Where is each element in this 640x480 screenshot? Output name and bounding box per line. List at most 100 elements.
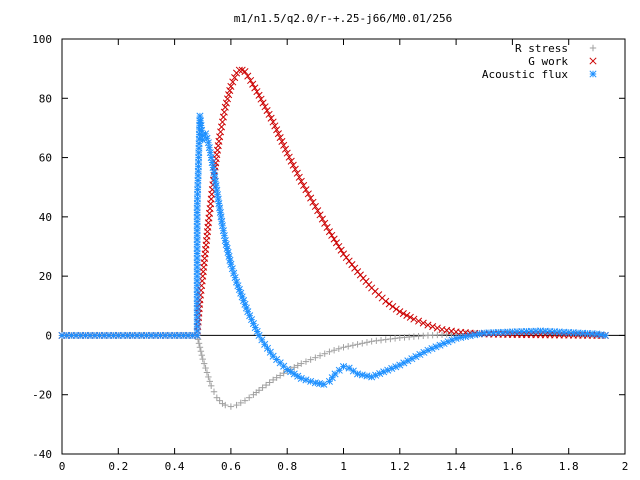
y-tick-label: 80 bbox=[39, 92, 52, 105]
data-point bbox=[339, 363, 348, 371]
legend-label: R stress bbox=[515, 42, 568, 55]
series-acoustic-flux bbox=[58, 112, 609, 388]
data-point bbox=[203, 134, 211, 142]
data-point bbox=[237, 399, 244, 407]
data-point bbox=[330, 235, 338, 243]
x-axis: 0 0.2 0.4 0.6 0.8 1 1.2 1.4 1.6 1.8 2 bbox=[59, 39, 629, 473]
data-point bbox=[337, 246, 345, 254]
data-point bbox=[267, 114, 275, 122]
data-point bbox=[339, 250, 348, 258]
x-tick-label: 2 bbox=[622, 460, 629, 473]
data-point bbox=[269, 376, 277, 384]
legend-marker bbox=[589, 57, 597, 65]
data-point bbox=[320, 380, 328, 388]
data-point bbox=[291, 165, 299, 173]
x-tick-label: 0.6 bbox=[221, 460, 241, 473]
data-point bbox=[194, 336, 202, 343]
data-point bbox=[197, 348, 205, 355]
data-point bbox=[298, 360, 305, 367]
data-point bbox=[237, 289, 245, 297]
data-point bbox=[382, 297, 390, 305]
data-point bbox=[231, 274, 239, 282]
data-point bbox=[290, 370, 298, 378]
data-point bbox=[302, 358, 310, 365]
data-point bbox=[229, 78, 237, 86]
data-point bbox=[304, 190, 312, 198]
data-point bbox=[219, 400, 226, 407]
data-point bbox=[210, 168, 218, 176]
data-point bbox=[255, 91, 263, 99]
data-point bbox=[251, 84, 259, 92]
data-point bbox=[335, 242, 343, 251]
data-point bbox=[195, 340, 203, 347]
data-point bbox=[211, 177, 219, 185]
data-point bbox=[295, 173, 303, 181]
data-point bbox=[244, 72, 252, 80]
data-point bbox=[269, 118, 277, 126]
data-point bbox=[262, 381, 270, 389]
data-point bbox=[234, 282, 242, 290]
data-point bbox=[325, 228, 333, 236]
data-point bbox=[297, 374, 305, 382]
data-point bbox=[257, 95, 265, 103]
data-point bbox=[273, 374, 280, 381]
data-point bbox=[266, 348, 274, 356]
data-point bbox=[281, 145, 289, 153]
data-point bbox=[307, 377, 315, 385]
data-point bbox=[225, 91, 233, 99]
data-point bbox=[316, 380, 324, 388]
data-point bbox=[200, 360, 208, 367]
data-point bbox=[255, 387, 263, 394]
data-point bbox=[345, 257, 353, 265]
data-point bbox=[230, 269, 238, 277]
data-point bbox=[294, 362, 301, 369]
data-point bbox=[266, 379, 273, 386]
data-point bbox=[335, 345, 343, 352]
data-point bbox=[359, 340, 366, 347]
data-point bbox=[276, 134, 284, 142]
data-point bbox=[263, 344, 272, 352]
data-point bbox=[278, 137, 286, 146]
data-point bbox=[382, 336, 389, 343]
data-point bbox=[406, 313, 414, 321]
data-point bbox=[271, 122, 279, 130]
y-tick-label: 20 bbox=[39, 270, 52, 283]
x-tick-label: 0.2 bbox=[108, 460, 128, 473]
data-point bbox=[233, 401, 240, 409]
x-tick-label: 1.4 bbox=[446, 460, 466, 473]
x-tick-label: 1 bbox=[340, 460, 347, 473]
data-point bbox=[318, 215, 326, 223]
data-point bbox=[202, 364, 209, 372]
data-point bbox=[202, 130, 210, 138]
data-point bbox=[325, 377, 333, 385]
legend-label: G work bbox=[528, 55, 568, 68]
data-point bbox=[331, 370, 339, 378]
data-point bbox=[323, 223, 331, 232]
data-point bbox=[276, 372, 284, 379]
data-point bbox=[309, 198, 317, 206]
data-point bbox=[342, 253, 350, 262]
data-point bbox=[196, 344, 204, 351]
data-point bbox=[259, 384, 266, 391]
data-point bbox=[241, 397, 249, 404]
data-point bbox=[273, 126, 281, 134]
data-point bbox=[283, 149, 291, 157]
data-point bbox=[403, 311, 411, 319]
y-tick-label: 100 bbox=[32, 33, 52, 46]
x-tick-label: 1.8 bbox=[559, 460, 579, 473]
data-point bbox=[261, 340, 269, 348]
data-point bbox=[410, 315, 418, 323]
data-point bbox=[198, 351, 206, 359]
data-point bbox=[274, 130, 282, 138]
data-point bbox=[345, 364, 353, 372]
data-point bbox=[307, 356, 314, 363]
data-point bbox=[199, 355, 206, 363]
data-point bbox=[289, 161, 297, 169]
data-point bbox=[429, 322, 437, 331]
data-point bbox=[210, 388, 218, 395]
data-point bbox=[471, 331, 479, 339]
data-point bbox=[291, 364, 298, 371]
data-point bbox=[363, 372, 371, 380]
data-point bbox=[321, 350, 328, 357]
y-tick-label: 0 bbox=[45, 329, 52, 342]
